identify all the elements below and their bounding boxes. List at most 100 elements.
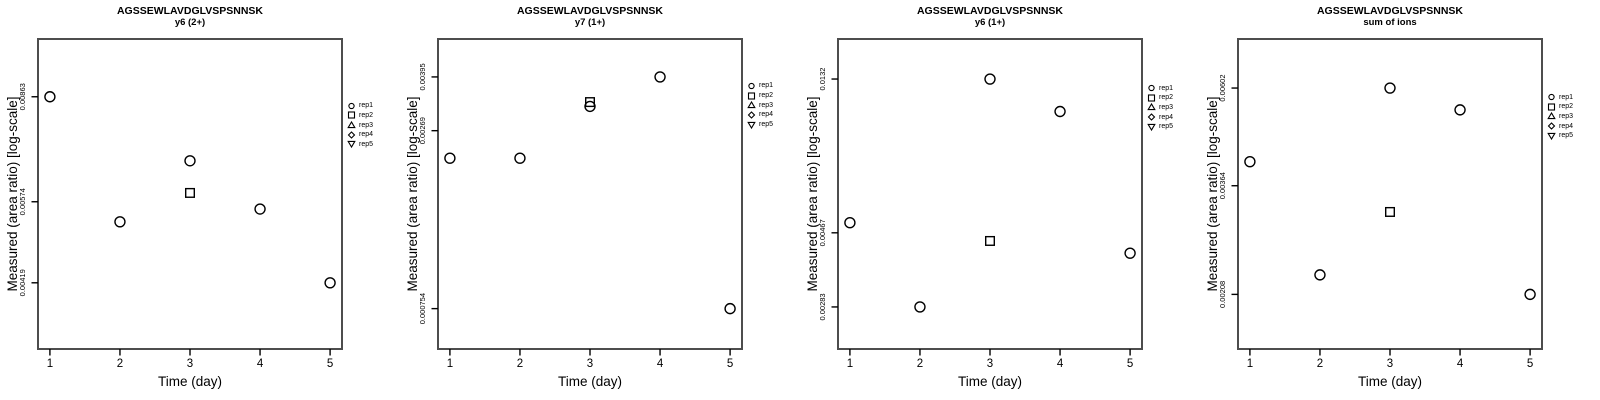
circle-marker-icon bbox=[1148, 84, 1155, 92]
y-tick-label: 0.00863 bbox=[18, 83, 27, 110]
legend-label: rep2 bbox=[759, 92, 774, 100]
plot-area: 1 2 3 4 5 0.00208 0.00364 0.00602 bbox=[1218, 38, 1543, 370]
panel-y6-1plus: 1 2 3 4 5 0.00283 0.00467 0.0132 AGSSEWLAVDGLVS… bbox=[800, 0, 1200, 400]
y-tick-label: 0.000754 bbox=[418, 293, 427, 324]
chart-subtitle: y7 (1+) bbox=[574, 17, 606, 28]
data-point-rep1 bbox=[844, 217, 856, 229]
legend-label: rep3 bbox=[1559, 112, 1574, 120]
x-tick-label: 2 bbox=[1317, 358, 1323, 370]
legend-label: rep2 bbox=[1159, 94, 1174, 102]
x-tick-label: 5 bbox=[727, 358, 733, 370]
legend-label: rep5 bbox=[1159, 123, 1174, 131]
x-tick-label: 5 bbox=[1127, 358, 1133, 370]
legend-item-rep4: rep4 bbox=[1546, 121, 1573, 131]
triangle-up-marker-icon bbox=[1547, 112, 1556, 120]
circle-marker-icon bbox=[748, 82, 755, 90]
diamond-marker-icon bbox=[747, 111, 756, 119]
y-tick-label: 0.00364 bbox=[1218, 172, 1227, 199]
y-axis-label: Measured (area ratio) [log-scale] bbox=[5, 96, 20, 292]
legend-item-rep1: rep1 bbox=[346, 101, 373, 111]
legend-item-rep1: rep1 bbox=[746, 81, 773, 91]
square-marker-icon bbox=[747, 92, 756, 100]
data-point-rep1 bbox=[1244, 155, 1256, 168]
square-marker-icon bbox=[1547, 103, 1556, 111]
x-tick-label: 1 bbox=[447, 358, 453, 370]
data-point-rep1 bbox=[984, 73, 996, 85]
plot-area: 1 2 3 4 5 0.00283 0.00467 0.0132 bbox=[818, 38, 1143, 370]
circle-marker-icon bbox=[748, 82, 755, 90]
data-point-rep1 bbox=[514, 152, 526, 164]
data-point-rep1 bbox=[724, 302, 736, 315]
chart-title: AGSSEWLAVDGLVSPSNNSK bbox=[516, 5, 664, 17]
y-tick-label: 0.00283 bbox=[818, 293, 827, 320]
legend-item-rep4: rep4 bbox=[346, 130, 373, 140]
x-tick-label: 1 bbox=[1247, 358, 1253, 370]
y-axis-label: Measured (area ratio) [log-scale] bbox=[1205, 96, 1220, 292]
triangle-down-marker-icon bbox=[747, 121, 756, 129]
plot-border bbox=[837, 38, 1143, 350]
legend-item-rep3: rep3 bbox=[1546, 112, 1573, 122]
diamond-marker-icon bbox=[347, 131, 356, 139]
chart-subtitle: y6 (2+) bbox=[174, 17, 206, 28]
legend-label: rep1 bbox=[359, 102, 374, 110]
y-tick-label: 0.00574 bbox=[18, 188, 27, 215]
legend-item-rep1: rep1 bbox=[1146, 83, 1173, 93]
plot-border bbox=[437, 38, 743, 350]
x-tick-label: 2 bbox=[117, 358, 123, 370]
x-tick-label: 3 bbox=[987, 358, 993, 370]
y-tick-label: 0.00269 bbox=[418, 117, 427, 144]
triangle-down-marker-icon bbox=[1547, 132, 1556, 140]
data-point-rep1 bbox=[914, 301, 926, 313]
legend-label: rep4 bbox=[1559, 122, 1574, 130]
plot-area: 1 2 3 4 5 0.000754 0.00269 0.00395 bbox=[418, 38, 743, 370]
y-tick-label: 0.0132 bbox=[818, 68, 827, 91]
diamond-marker-icon bbox=[747, 111, 756, 119]
diamond-marker-icon bbox=[347, 131, 356, 139]
triangle-up-marker-icon bbox=[747, 101, 756, 109]
legend-label: rep5 bbox=[759, 121, 774, 129]
data-point-rep1 bbox=[184, 155, 196, 167]
triangle-down-marker-icon bbox=[1147, 123, 1156, 131]
triangle-down-marker-icon bbox=[1547, 132, 1556, 140]
data-point-rep1 bbox=[1124, 247, 1136, 259]
y-axis-label: Measured (area ratio) [log-scale] bbox=[805, 96, 820, 292]
square-marker-icon bbox=[1147, 94, 1156, 102]
legend-item-rep5: rep5 bbox=[746, 120, 773, 130]
data-point-rep1 bbox=[1314, 269, 1326, 281]
data-point-rep1 bbox=[1454, 104, 1466, 116]
x-tick-label: 2 bbox=[517, 358, 523, 370]
legend-item-rep3: rep3 bbox=[346, 120, 373, 130]
data-point-rep1 bbox=[1524, 288, 1536, 301]
diamond-marker-icon bbox=[1547, 122, 1556, 130]
chart-subtitle: y6 (1+) bbox=[974, 17, 1006, 28]
triangle-down-marker-icon bbox=[747, 121, 756, 129]
legend-item-rep2: rep2 bbox=[1146, 93, 1173, 103]
y-axis-label: Measured (area ratio) [log-scale] bbox=[405, 96, 420, 292]
legend-label: rep3 bbox=[1159, 103, 1174, 111]
chart-subtitle: sum of ions bbox=[1363, 17, 1417, 28]
legend-label: rep4 bbox=[1159, 113, 1174, 121]
circle-marker-icon bbox=[348, 102, 355, 109]
legend-label: rep2 bbox=[359, 111, 374, 119]
data-point-rep1 bbox=[444, 152, 456, 164]
triangle-up-marker-icon bbox=[347, 121, 356, 129]
data-point-rep1 bbox=[654, 71, 666, 83]
legend-item-rep4: rep4 bbox=[1146, 112, 1173, 122]
x-tick-label: 4 bbox=[257, 358, 264, 370]
data-point-rep2 bbox=[584, 97, 595, 108]
x-tick-label: 5 bbox=[1527, 358, 1533, 370]
triangle-down-marker-icon bbox=[347, 141, 356, 149]
legend-label: rep5 bbox=[359, 140, 374, 148]
chart-title: AGSSEWLAVDGLVSPSNNSK bbox=[916, 5, 1064, 17]
data-point-rep1 bbox=[114, 216, 126, 228]
data-point-rep2 bbox=[984, 235, 995, 246]
x-tick-label: 4 bbox=[657, 358, 664, 370]
square-marker-icon bbox=[1547, 103, 1556, 111]
chart-title: AGSSEWLAVDGLVSPSNNSK bbox=[116, 5, 264, 17]
legend-item-rep2: rep2 bbox=[746, 91, 773, 101]
square-marker-icon bbox=[747, 92, 756, 100]
x-tick-label: 3 bbox=[187, 358, 193, 370]
triangle-up-marker-icon bbox=[1147, 103, 1156, 111]
data-point-rep1 bbox=[324, 277, 336, 289]
